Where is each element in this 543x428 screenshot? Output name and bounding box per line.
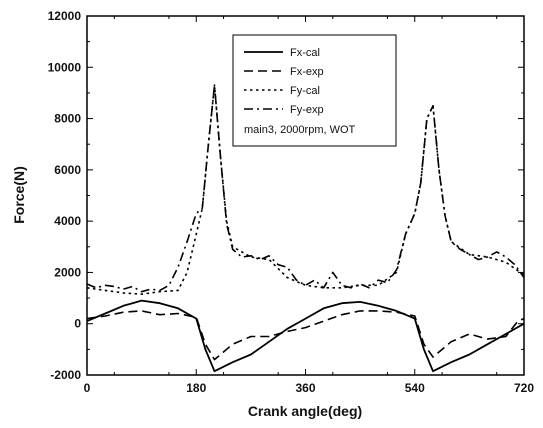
- x-tick-label: 720: [514, 381, 534, 395]
- y-tick-label: 4000: [54, 214, 81, 228]
- legend-label: Fy-exp: [290, 104, 324, 116]
- x-tick-label: 540: [405, 381, 425, 395]
- legend-label: Fx-exp: [290, 66, 324, 78]
- y-tick-label: 6000: [54, 163, 81, 177]
- y-tick-label: 8000: [54, 112, 81, 126]
- tick-marks: [86, 15, 525, 376]
- legend-entries: Fx-cal Fx-exp Fy-cal Fy-exp: [244, 47, 324, 116]
- series-line-fx-cal: [86, 299, 525, 373]
- series-lines: [86, 84, 525, 373]
- x-tick-label: 180: [186, 381, 206, 395]
- y-tick-label: 0: [74, 317, 81, 331]
- series-line-fy-exp: [86, 84, 525, 293]
- legend-box: [232, 34, 397, 147]
- x-axis-title: Crank angle(deg): [248, 403, 362, 419]
- x-tick-label: 360: [295, 381, 315, 395]
- legend-annotation: main3, 2000rpm, WOT: [244, 124, 356, 136]
- legend: Fx-cal Fx-exp Fy-cal Fy-exp main3, 2000rpm,…: [232, 34, 397, 147]
- x-tick-labels: 0 180 360 540 720: [84, 381, 535, 395]
- y-axis-title: Force(N): [11, 166, 27, 224]
- y-tick-labels: -2000 0 2000 4000 6000 8000 10000 12000: [48, 9, 82, 382]
- y-tick-label: 12000: [48, 9, 82, 23]
- y-tick-label: 10000: [48, 60, 82, 74]
- legend-label: Fx-cal: [290, 47, 320, 59]
- series-line-fy-cal: [86, 84, 525, 296]
- y-tick-label: -2000: [50, 368, 81, 382]
- y-tick-label: 2000: [54, 265, 81, 279]
- legend-label: Fy-cal: [290, 85, 320, 97]
- x-tick-label: 0: [84, 381, 91, 395]
